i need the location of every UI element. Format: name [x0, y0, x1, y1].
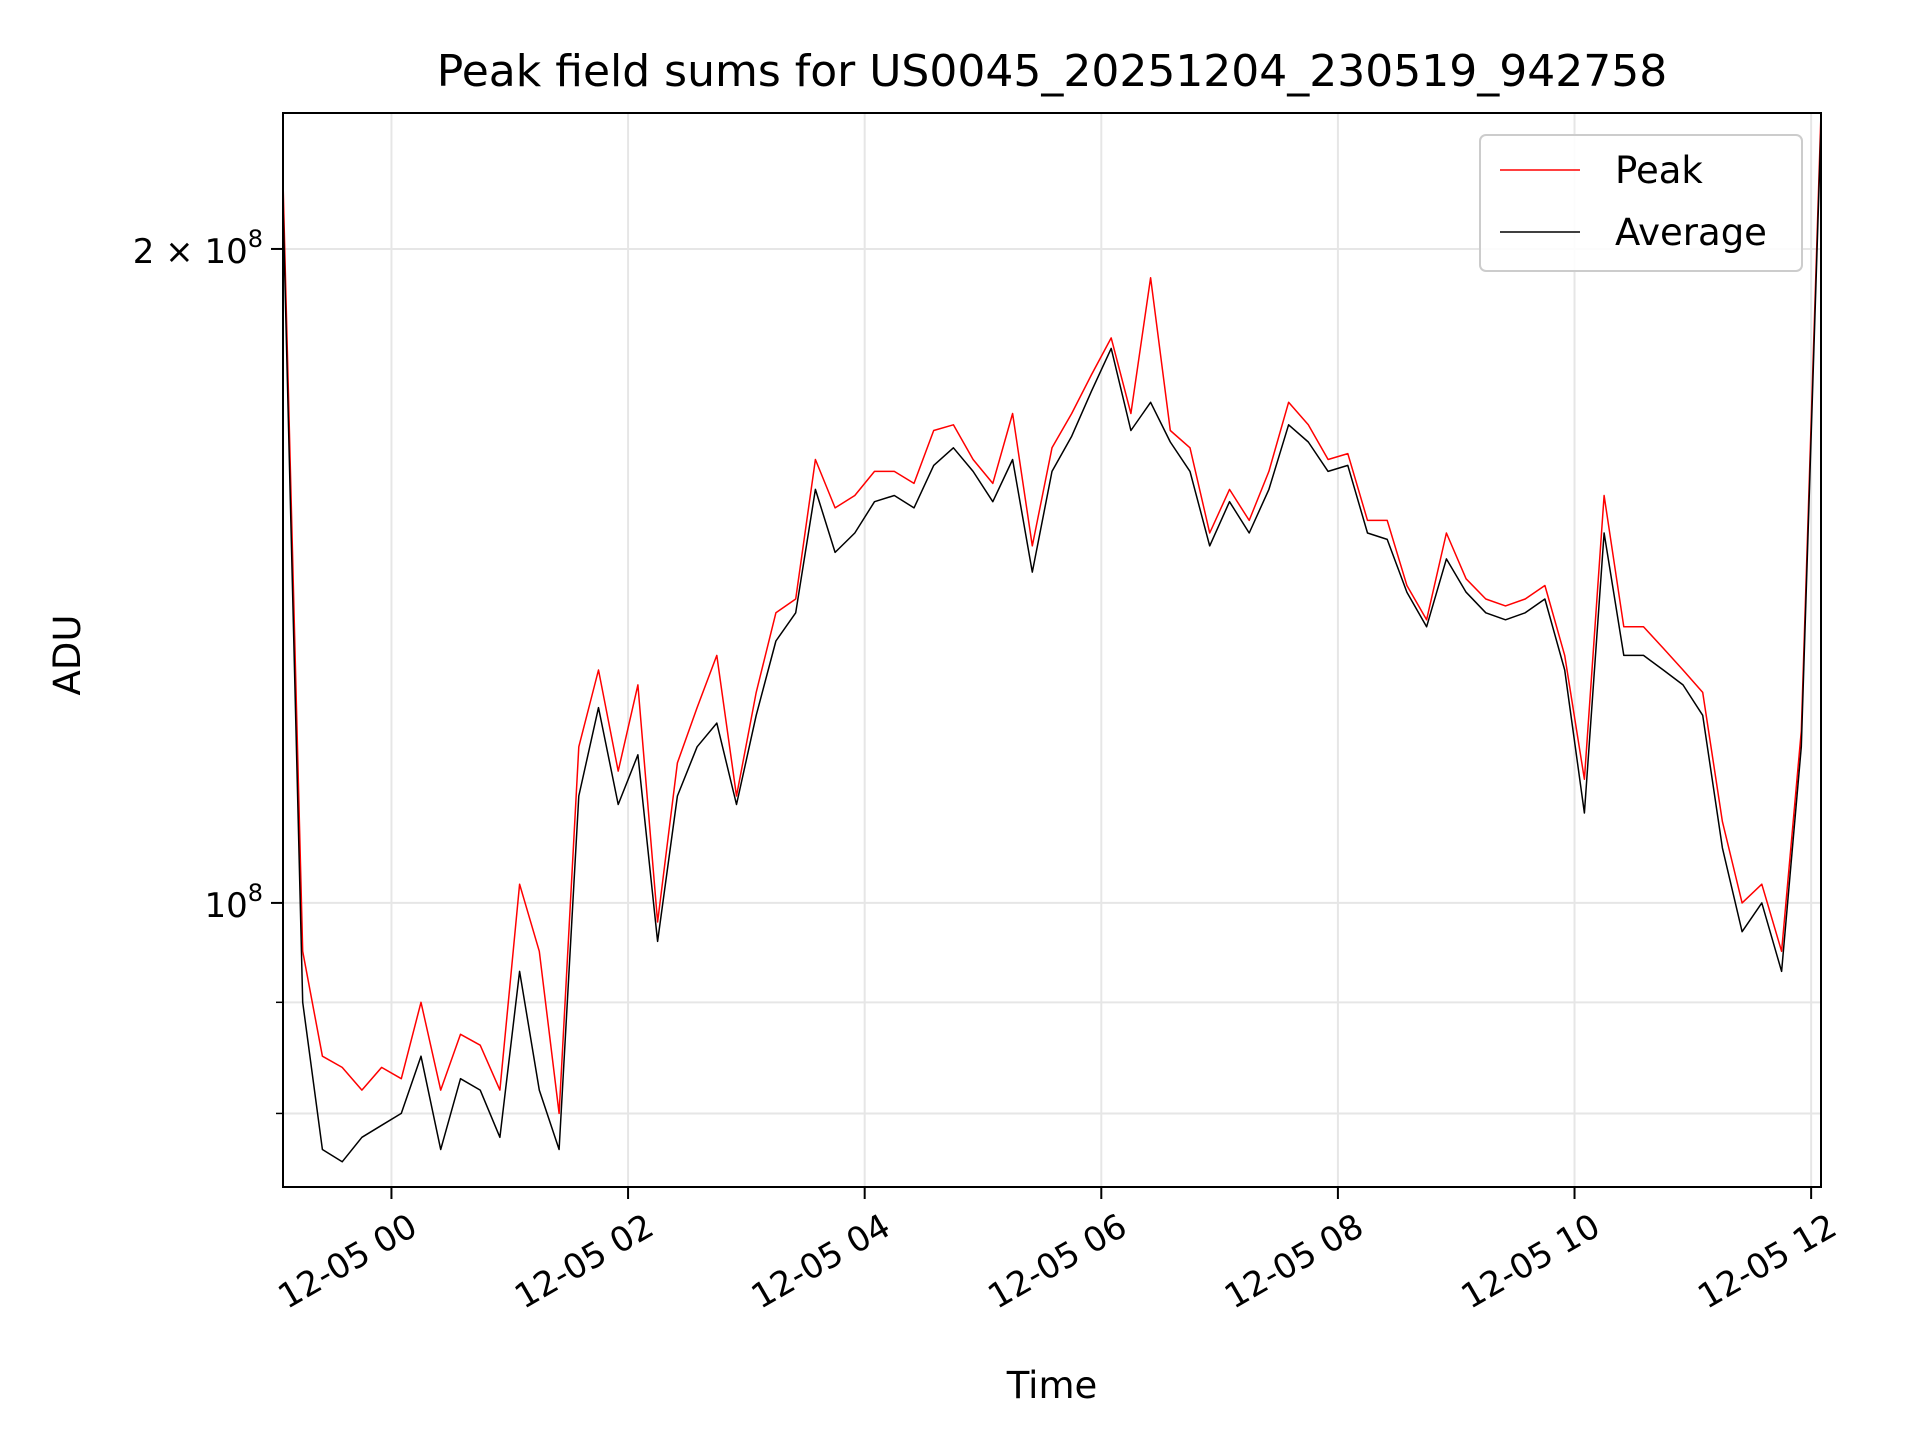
chart-title: Peak field sums for US0045_20251204_2305…	[437, 46, 1667, 97]
legend-box	[1479, 134, 1803, 272]
x-axis-label: Time	[1006, 1364, 1098, 1407]
series-line-average	[282, 125, 1822, 1163]
legend: Peak Average	[1479, 134, 1803, 272]
y-axis-label: ADU	[46, 615, 89, 696]
legend-label-peak: Peak	[1615, 149, 1703, 192]
series-lines	[282, 112, 1822, 1163]
y-tick-label: 2 × 108	[133, 225, 263, 272]
y-tick-label: 108	[204, 879, 263, 926]
plot-frame	[282, 112, 1822, 1188]
legend-label-average: Average	[1615, 211, 1767, 254]
series-line-peak	[282, 112, 1822, 1115]
grid	[283, 113, 1821, 1187]
